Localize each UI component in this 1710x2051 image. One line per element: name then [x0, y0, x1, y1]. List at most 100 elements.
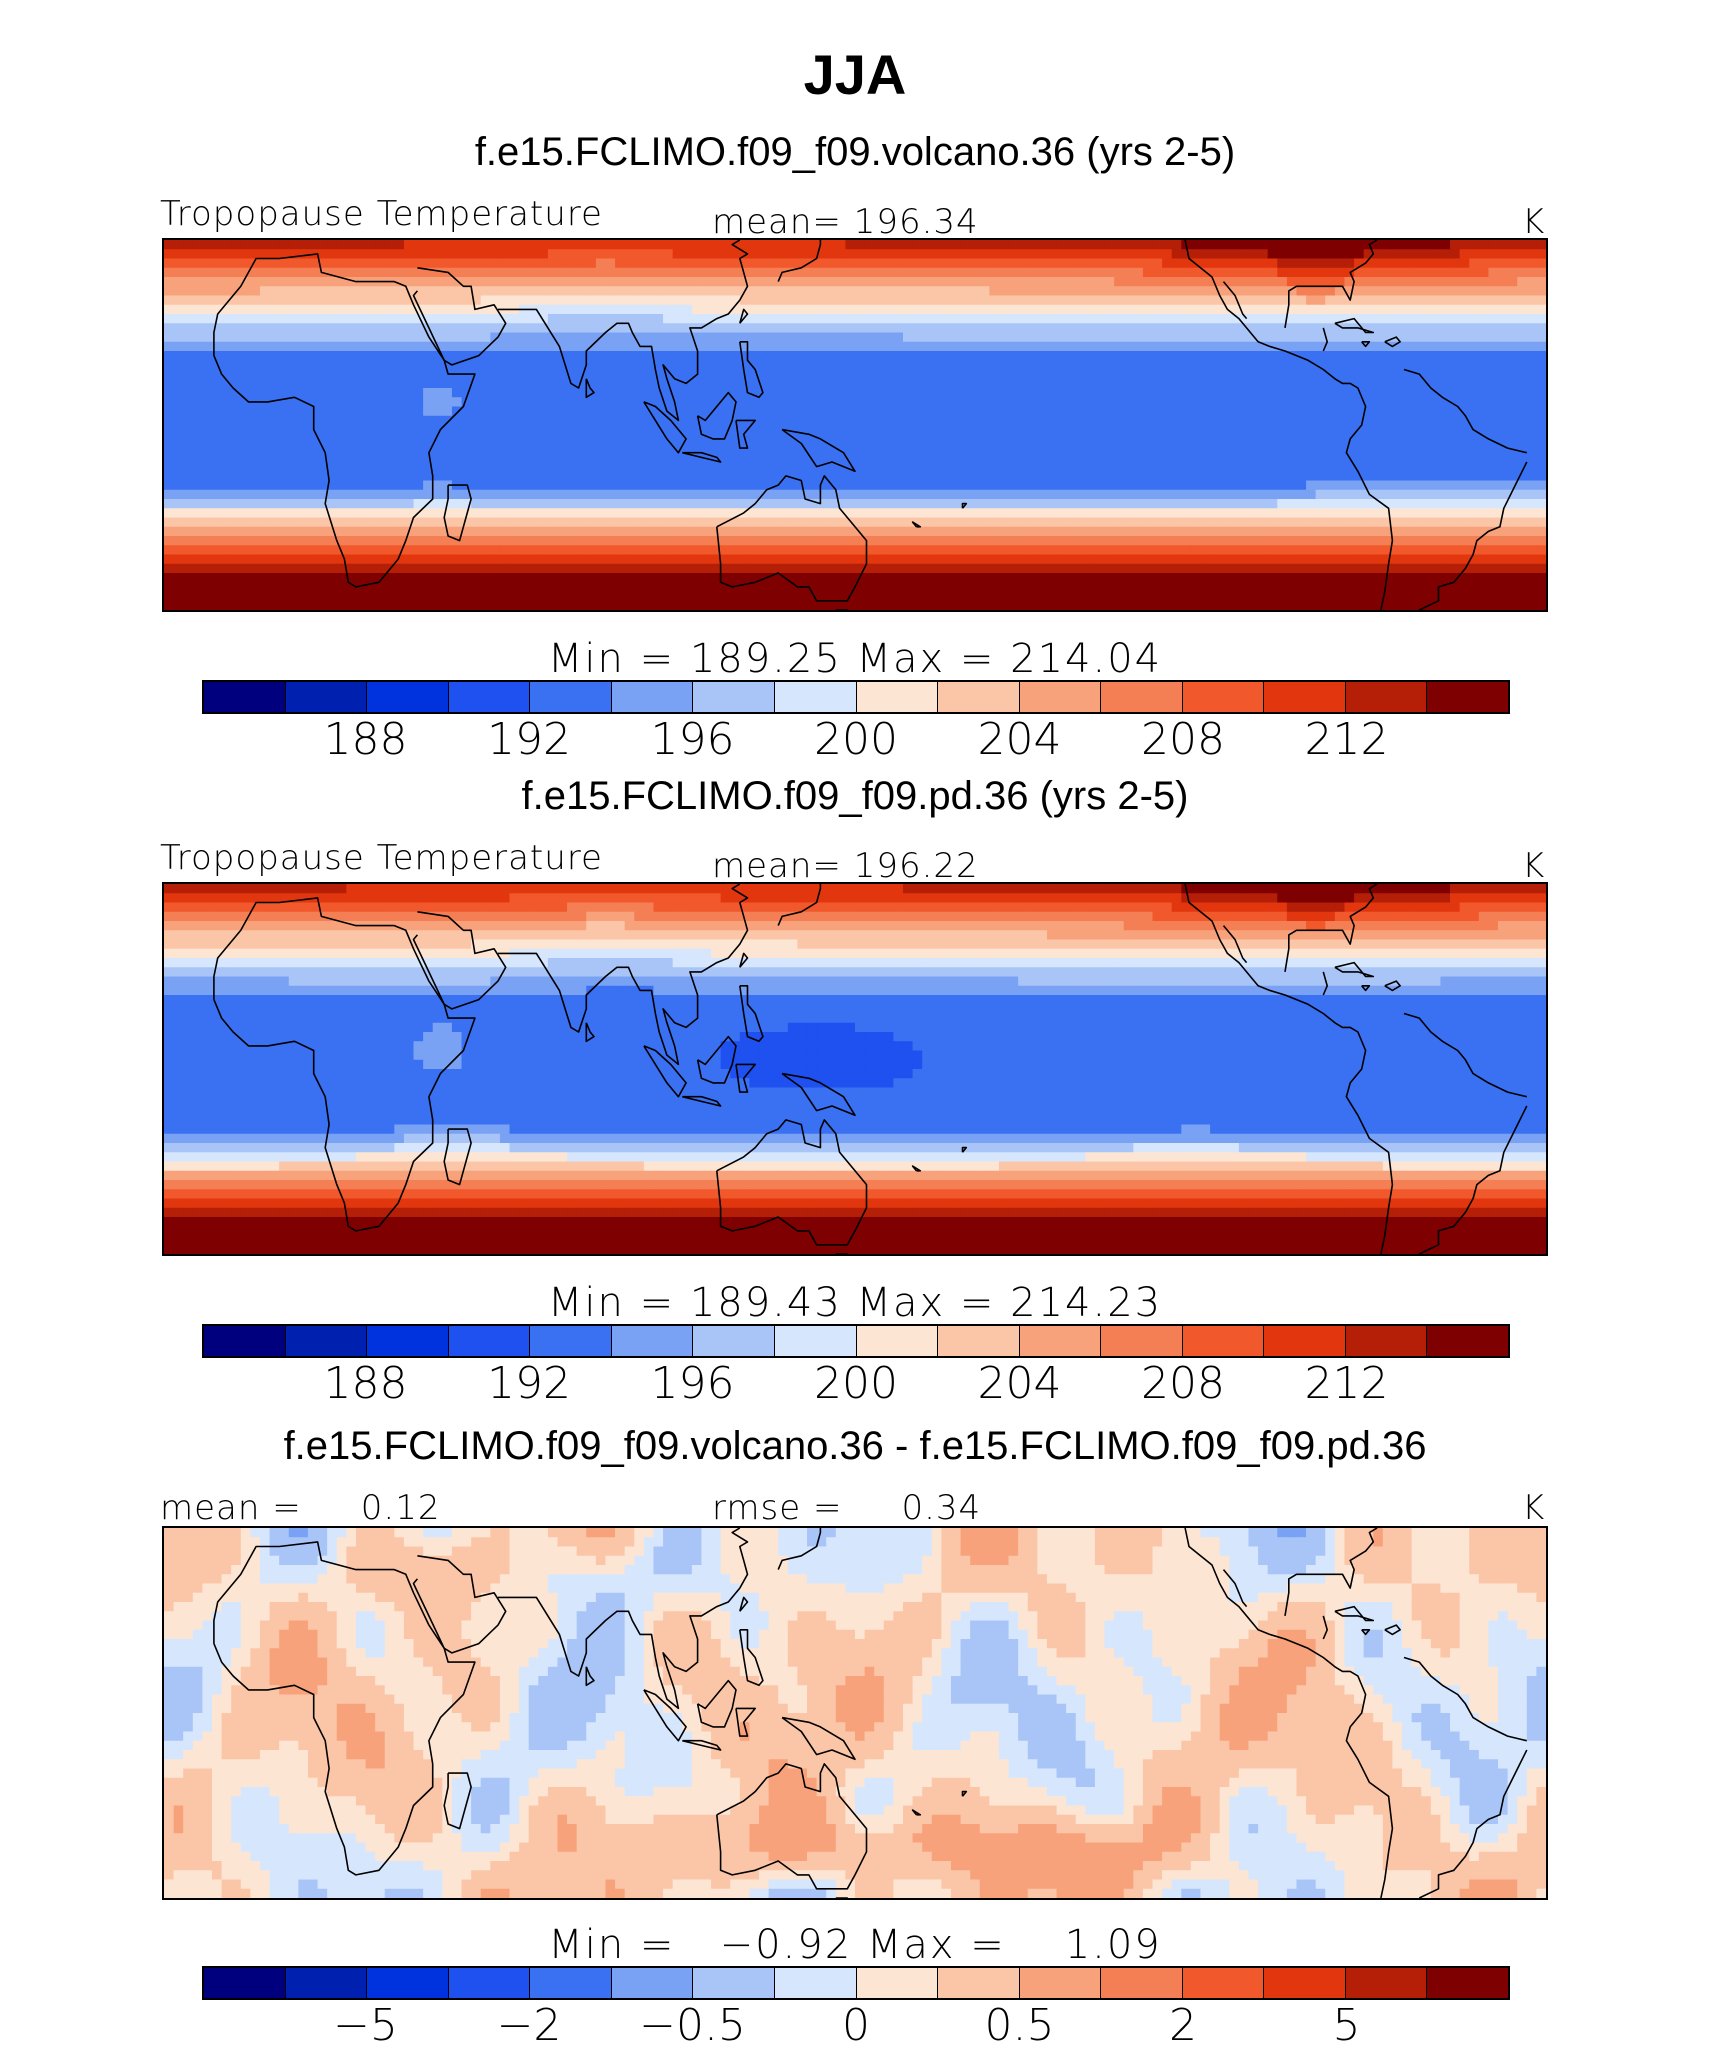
field-cell [1315, 480, 1326, 491]
field-cell [211, 545, 223, 556]
field-cell [663, 480, 674, 491]
field-cell [1200, 406, 1211, 417]
field-cell [471, 536, 482, 546]
field-cell [202, 508, 213, 519]
field-cell [451, 341, 463, 352]
field-cell [797, 425, 808, 435]
field-cell [375, 554, 386, 565]
field-cell [1536, 351, 1546, 361]
field-cell [576, 545, 587, 556]
field-cell [1219, 267, 1230, 278]
field-cell [711, 249, 722, 260]
field-cell [499, 332, 511, 343]
field-cell [1402, 341, 1413, 352]
field-cell [1488, 434, 1499, 445]
field-cell [1526, 545, 1538, 556]
field-cell [931, 351, 942, 361]
field-cell [1008, 295, 1019, 306]
field-cell [672, 499, 683, 509]
field-cell [1440, 471, 1451, 482]
field-cell [432, 240, 443, 250]
field-cell [528, 369, 539, 380]
field-cell [461, 406, 472, 417]
field-cell [1094, 304, 1106, 315]
field-cell [1315, 471, 1326, 482]
field-cell [307, 323, 319, 334]
field-cell [1382, 314, 1394, 324]
field-cell [970, 499, 981, 509]
field-cell [902, 536, 914, 546]
field-cell [192, 415, 203, 426]
field-cell [499, 489, 511, 500]
field-cell [768, 341, 779, 352]
field-cell [307, 277, 319, 287]
field-cell [1190, 526, 1202, 537]
field-cell [442, 545, 453, 556]
field-cell [989, 536, 1000, 546]
field-cell [835, 341, 847, 352]
field-cell [288, 378, 299, 389]
field-cell [279, 545, 290, 556]
field-cell [327, 267, 338, 278]
field-cell [950, 240, 962, 250]
field-cell [336, 480, 347, 491]
field-cell [1181, 406, 1192, 417]
field-cell [1171, 351, 1182, 361]
field-cell [1517, 397, 1528, 408]
field-cell [1133, 323, 1144, 334]
field-cell [691, 397, 703, 408]
field-cell [1315, 323, 1326, 334]
field-cell [1507, 341, 1518, 352]
field-cell [461, 462, 472, 472]
field-cell [883, 452, 894, 463]
field-cell [576, 415, 587, 426]
field-cell [1498, 452, 1509, 463]
field-cell [519, 378, 530, 389]
field-cell [480, 452, 491, 463]
field-cell [192, 369, 203, 380]
field-cell [1248, 249, 1259, 260]
field-cell [1478, 323, 1490, 334]
field-cell [1133, 443, 1144, 454]
field-cell [355, 341, 367, 352]
field-cell [279, 249, 290, 260]
field-cell [519, 397, 530, 408]
field-cell [1142, 388, 1154, 398]
field-cell [807, 286, 818, 297]
field-cell [1507, 360, 1518, 371]
field-cell [941, 240, 952, 250]
field-cell [1142, 277, 1154, 287]
field-cell [1210, 369, 1221, 380]
field-cell [883, 258, 894, 269]
field-cell [269, 508, 280, 519]
field-cell [1171, 286, 1182, 297]
field-cell [989, 443, 1000, 454]
field-cell [528, 489, 539, 500]
field-cell [183, 267, 194, 278]
field-cell [1027, 314, 1038, 324]
field-cell [1411, 434, 1422, 445]
field-cell [826, 452, 837, 463]
field-cell [1181, 314, 1192, 324]
field-cell [1469, 341, 1480, 352]
field-cell [365, 314, 376, 324]
field-cell [432, 471, 443, 482]
field-cell [1344, 341, 1355, 352]
field-cell [1066, 462, 1077, 472]
field-cell [509, 378, 520, 389]
field-cell [1363, 249, 1374, 260]
field-cell [941, 508, 952, 519]
field-cell [1526, 434, 1538, 445]
field-cell [1267, 499, 1278, 509]
field-cell [1526, 536, 1538, 546]
field-cell [423, 536, 434, 546]
field-cell [1411, 443, 1422, 454]
field-cell [365, 526, 376, 537]
field-cell [1354, 425, 1365, 435]
field-cell [327, 249, 338, 260]
field-cell [298, 554, 309, 565]
field-cell [164, 369, 175, 380]
field-cell [1421, 267, 1432, 278]
field-cell [1421, 536, 1432, 546]
field-cell [653, 536, 664, 546]
